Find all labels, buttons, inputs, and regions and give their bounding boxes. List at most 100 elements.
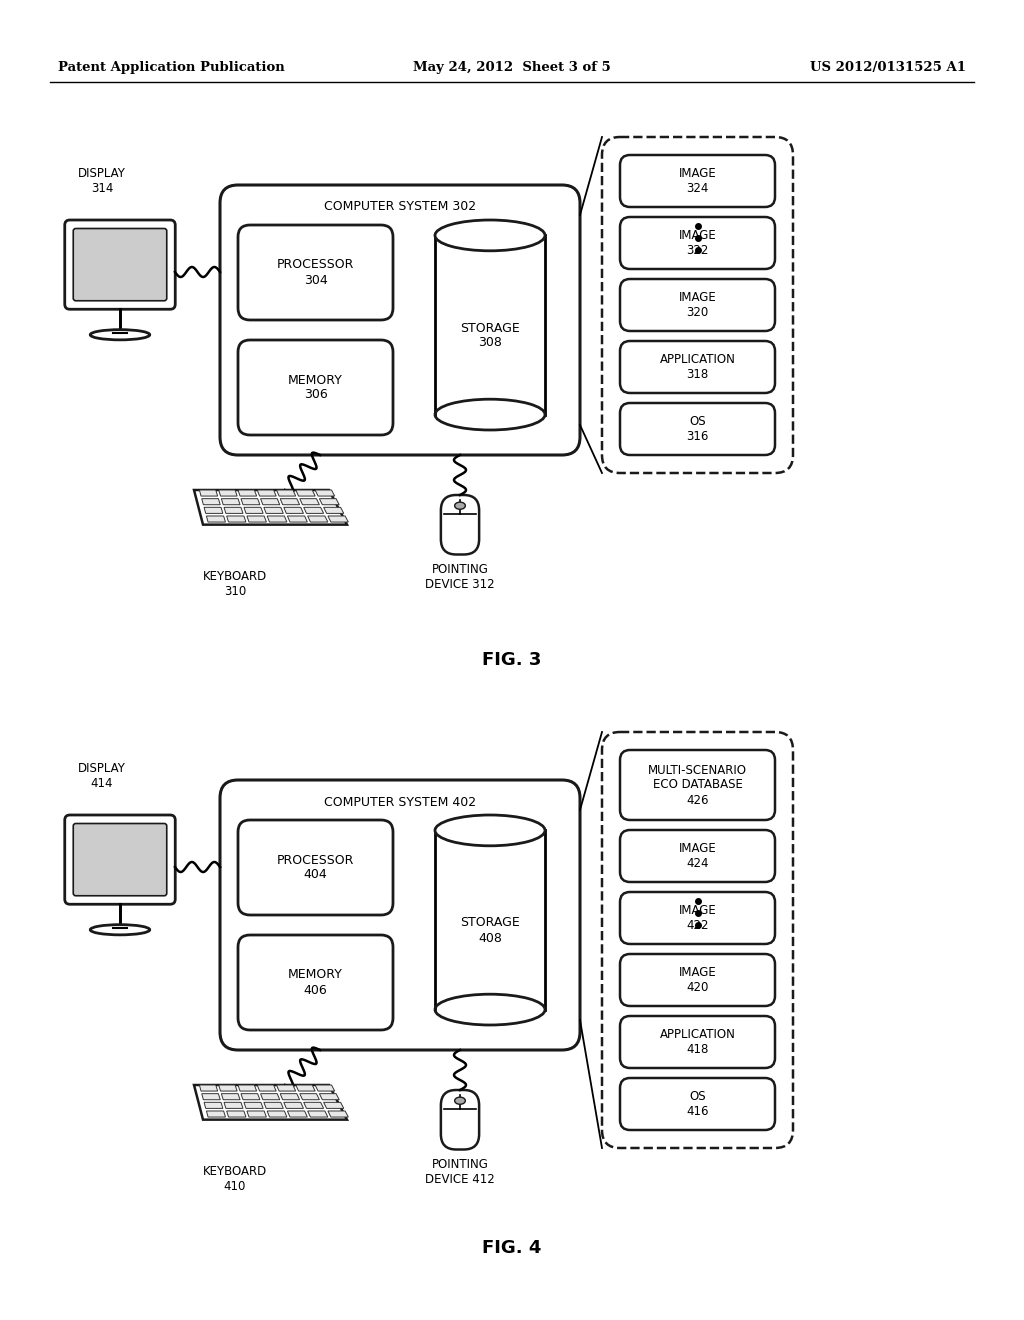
Polygon shape (328, 516, 348, 521)
Polygon shape (202, 499, 220, 504)
Text: MEMORY
306: MEMORY 306 (288, 374, 343, 401)
Text: MULTI-SCENARIO
ECO DATABASE
426: MULTI-SCENARIO ECO DATABASE 426 (648, 763, 746, 807)
FancyBboxPatch shape (620, 403, 775, 455)
Polygon shape (319, 499, 339, 504)
Text: DISPLAY
314: DISPLAY 314 (78, 168, 126, 195)
Polygon shape (307, 516, 328, 521)
Polygon shape (224, 507, 243, 513)
Text: US 2012/0131525 A1: US 2012/0131525 A1 (810, 62, 966, 74)
Polygon shape (194, 490, 347, 524)
Polygon shape (224, 1102, 243, 1109)
FancyBboxPatch shape (65, 814, 175, 904)
Polygon shape (276, 490, 296, 496)
Polygon shape (300, 499, 319, 504)
FancyBboxPatch shape (620, 1016, 775, 1068)
Polygon shape (260, 1094, 280, 1100)
Polygon shape (238, 490, 257, 496)
Polygon shape (284, 1102, 303, 1109)
Polygon shape (219, 490, 238, 496)
Polygon shape (319, 1094, 339, 1100)
Polygon shape (221, 499, 240, 504)
Polygon shape (315, 1085, 335, 1092)
Text: May 24, 2012  Sheet 3 of 5: May 24, 2012 Sheet 3 of 5 (413, 62, 611, 74)
Polygon shape (244, 1102, 263, 1109)
Polygon shape (200, 490, 218, 496)
Text: IMAGE
322: IMAGE 322 (679, 228, 717, 257)
Text: COMPUTER SYSTEM 402: COMPUTER SYSTEM 402 (324, 796, 476, 808)
FancyBboxPatch shape (238, 224, 393, 319)
Polygon shape (247, 1111, 266, 1117)
Text: OS
416: OS 416 (686, 1090, 709, 1118)
Text: POINTING
DEVICE 312: POINTING DEVICE 312 (425, 564, 495, 591)
FancyBboxPatch shape (238, 341, 393, 436)
Polygon shape (204, 1102, 223, 1109)
Polygon shape (288, 1111, 307, 1117)
FancyBboxPatch shape (74, 824, 167, 896)
Text: STORAGE
308: STORAGE 308 (460, 322, 520, 350)
Polygon shape (204, 507, 223, 513)
Polygon shape (207, 1111, 225, 1117)
Polygon shape (219, 1085, 238, 1092)
Text: FIG. 4: FIG. 4 (482, 1239, 542, 1257)
FancyBboxPatch shape (620, 830, 775, 882)
FancyBboxPatch shape (238, 935, 393, 1030)
Text: DISPLAY
414: DISPLAY 414 (78, 762, 126, 789)
FancyBboxPatch shape (620, 750, 775, 820)
Polygon shape (300, 1094, 319, 1100)
Polygon shape (202, 1094, 220, 1100)
Polygon shape (257, 490, 276, 496)
Polygon shape (296, 1085, 315, 1092)
Polygon shape (260, 499, 280, 504)
Polygon shape (247, 516, 266, 521)
Text: IMAGE
422: IMAGE 422 (679, 904, 717, 932)
FancyBboxPatch shape (620, 954, 775, 1006)
Ellipse shape (435, 220, 545, 251)
Text: IMAGE
424: IMAGE 424 (679, 842, 717, 870)
FancyBboxPatch shape (602, 137, 793, 473)
Text: COMPUTER SYSTEM 302: COMPUTER SYSTEM 302 (324, 201, 476, 214)
Ellipse shape (90, 330, 150, 339)
FancyBboxPatch shape (65, 220, 175, 309)
Ellipse shape (455, 1097, 465, 1105)
Ellipse shape (90, 924, 150, 935)
Polygon shape (238, 1085, 257, 1092)
Polygon shape (281, 1094, 300, 1100)
Polygon shape (257, 1085, 276, 1092)
Polygon shape (304, 507, 324, 513)
Polygon shape (435, 235, 545, 414)
FancyBboxPatch shape (441, 495, 479, 554)
Polygon shape (288, 516, 307, 521)
Text: STORAGE
408: STORAGE 408 (460, 916, 520, 945)
Text: MEMORY
406: MEMORY 406 (288, 969, 343, 997)
FancyBboxPatch shape (441, 1090, 479, 1150)
Polygon shape (200, 1085, 218, 1092)
FancyBboxPatch shape (220, 185, 580, 455)
Polygon shape (241, 499, 260, 504)
Polygon shape (221, 1094, 240, 1100)
Polygon shape (226, 1111, 246, 1117)
Text: KEYBOARD
310: KEYBOARD 310 (203, 570, 267, 598)
Text: PROCESSOR
304: PROCESSOR 304 (276, 259, 354, 286)
Ellipse shape (435, 814, 545, 846)
Polygon shape (267, 1111, 287, 1117)
Text: OS
316: OS 316 (686, 414, 709, 444)
Polygon shape (324, 1102, 344, 1109)
Ellipse shape (455, 502, 465, 510)
FancyBboxPatch shape (620, 216, 775, 269)
Polygon shape (284, 507, 303, 513)
Polygon shape (194, 1085, 347, 1119)
Polygon shape (304, 1102, 324, 1109)
FancyBboxPatch shape (620, 154, 775, 207)
Polygon shape (296, 490, 315, 496)
Text: IMAGE
324: IMAGE 324 (679, 168, 717, 195)
FancyBboxPatch shape (620, 1078, 775, 1130)
Text: IMAGE
320: IMAGE 320 (679, 290, 717, 319)
Polygon shape (267, 516, 287, 521)
Polygon shape (307, 1111, 328, 1117)
FancyBboxPatch shape (620, 279, 775, 331)
Polygon shape (264, 507, 284, 513)
Text: KEYBOARD
410: KEYBOARD 410 (203, 1166, 267, 1193)
Polygon shape (244, 507, 263, 513)
FancyBboxPatch shape (220, 780, 580, 1049)
Text: IMAGE
420: IMAGE 420 (679, 966, 717, 994)
